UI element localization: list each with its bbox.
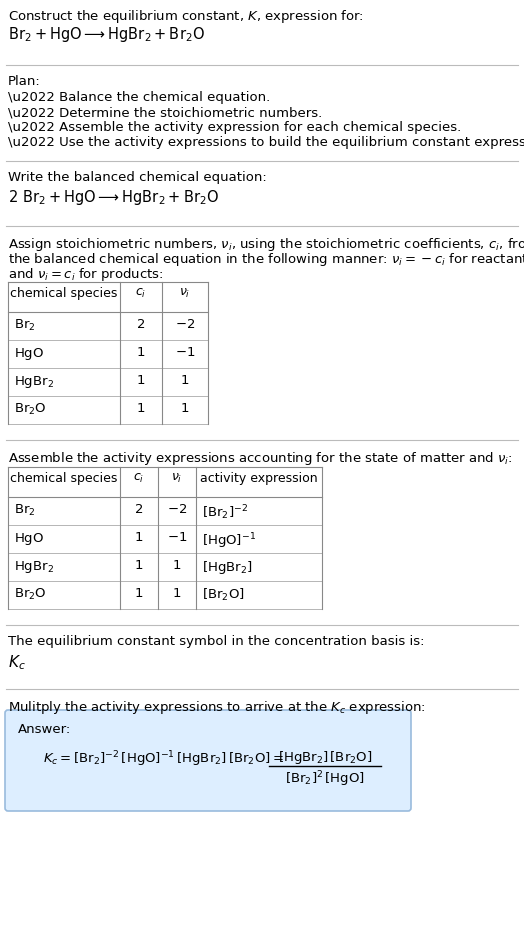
Text: $c_i$: $c_i$: [134, 472, 145, 485]
Text: $\mathrm{HgO}$: $\mathrm{HgO}$: [14, 346, 44, 362]
Text: Plan:: Plan:: [8, 75, 41, 88]
Text: $K_c = [\mathrm{Br_2}]^{-2}\,[\mathrm{HgO}]^{-1}\,[\mathrm{HgBr_2}]\,[\mathrm{Br: $K_c = [\mathrm{Br_2}]^{-2}\,[\mathrm{Hg…: [43, 749, 284, 768]
Text: $c_i$: $c_i$: [135, 287, 147, 301]
Text: Assemble the activity expressions accounting for the state of matter and $\nu_i$: Assemble the activity expressions accoun…: [8, 450, 512, 467]
Text: Answer:: Answer:: [18, 723, 71, 736]
Text: \u2022 Assemble the activity expression for each chemical species.: \u2022 Assemble the activity expression …: [8, 121, 461, 134]
Text: chemical species: chemical species: [10, 287, 118, 300]
Text: $[\mathrm{Br_2}]^2\,[\mathrm{HgO}]$: $[\mathrm{Br_2}]^2\,[\mathrm{HgO}]$: [285, 769, 365, 788]
Text: $\mathrm{Br_2O}$: $\mathrm{Br_2O}$: [14, 587, 47, 602]
Text: 1: 1: [137, 346, 145, 359]
Text: $\mathrm{HgO}$: $\mathrm{HgO}$: [14, 531, 44, 547]
Text: Assign stoichiometric numbers, $\nu_i$, using the stoichiometric coefficients, $: Assign stoichiometric numbers, $\nu_i$, …: [8, 236, 524, 253]
Text: $-1$: $-1$: [167, 531, 187, 544]
Text: $\nu_i$: $\nu_i$: [171, 472, 183, 485]
Text: $\nu_i$: $\nu_i$: [179, 287, 191, 301]
Text: Write the balanced chemical equation:: Write the balanced chemical equation:: [8, 171, 267, 184]
Text: and $\nu_i = c_i$ for products:: and $\nu_i = c_i$ for products:: [8, 266, 163, 283]
Text: $K_c$: $K_c$: [8, 653, 26, 671]
FancyBboxPatch shape: [5, 710, 411, 811]
Text: The equilibrium constant symbol in the concentration basis is:: The equilibrium constant symbol in the c…: [8, 635, 424, 648]
Text: $\mathrm{2\ Br_2 + HgO \longrightarrow HgBr_2 + Br_2O}$: $\mathrm{2\ Br_2 + HgO \longrightarrow H…: [8, 188, 219, 207]
Text: $[\mathrm{Br_2}]^{-2}$: $[\mathrm{Br_2}]^{-2}$: [202, 503, 248, 522]
Text: 1: 1: [181, 402, 189, 415]
Text: $[\mathrm{HgO}]^{-1}$: $[\mathrm{HgO}]^{-1}$: [202, 531, 256, 551]
Text: 1: 1: [135, 559, 143, 572]
Text: $[\mathrm{HgBr_2}]$: $[\mathrm{HgBr_2}]$: [202, 559, 253, 576]
Text: chemical species: chemical species: [10, 472, 118, 485]
Text: $\mathrm{Br_2O}$: $\mathrm{Br_2O}$: [14, 402, 47, 417]
Text: $\mathrm{Br_2 + HgO \longrightarrow HgBr_2 + Br_2O}$: $\mathrm{Br_2 + HgO \longrightarrow HgBr…: [8, 25, 205, 44]
Text: 2: 2: [135, 503, 143, 516]
Text: 1: 1: [135, 531, 143, 544]
Text: $[\mathrm{Br_2O}]$: $[\mathrm{Br_2O}]$: [202, 587, 245, 603]
Text: 1: 1: [173, 587, 181, 600]
Text: 1: 1: [137, 374, 145, 387]
Text: $\mathrm{HgBr_2}$: $\mathrm{HgBr_2}$: [14, 374, 54, 390]
Text: 1: 1: [181, 374, 189, 387]
Text: 1: 1: [137, 402, 145, 415]
Text: the balanced chemical equation in the following manner: $\nu_i = -c_i$ for react: the balanced chemical equation in the fo…: [8, 251, 524, 268]
Text: $\mathrm{Br_2}$: $\mathrm{Br_2}$: [14, 318, 36, 333]
Text: Mulitply the activity expressions to arrive at the $K_c$ expression:: Mulitply the activity expressions to arr…: [8, 699, 426, 716]
Text: $\mathrm{HgBr_2}$: $\mathrm{HgBr_2}$: [14, 559, 54, 575]
Text: \u2022 Use the activity expressions to build the equilibrium constant expression: \u2022 Use the activity expressions to b…: [8, 136, 524, 149]
Text: 1: 1: [135, 587, 143, 600]
Text: 1: 1: [173, 559, 181, 572]
Text: 2: 2: [137, 318, 145, 331]
Text: $-2$: $-2$: [167, 503, 187, 516]
Text: $-2$: $-2$: [175, 318, 195, 331]
Text: Construct the equilibrium constant, $K$, expression for:: Construct the equilibrium constant, $K$,…: [8, 8, 364, 25]
Text: $\mathrm{Br_2}$: $\mathrm{Br_2}$: [14, 503, 36, 518]
Text: $[\mathrm{HgBr_2}]\,[\mathrm{Br_2O}]$: $[\mathrm{HgBr_2}]\,[\mathrm{Br_2O}]$: [278, 749, 372, 766]
Text: \u2022 Balance the chemical equation.: \u2022 Balance the chemical equation.: [8, 91, 270, 104]
Text: $-1$: $-1$: [175, 346, 195, 359]
Text: \u2022 Determine the stoichiometric numbers.: \u2022 Determine the stoichiometric numb…: [8, 106, 322, 119]
Text: activity expression: activity expression: [200, 472, 318, 485]
